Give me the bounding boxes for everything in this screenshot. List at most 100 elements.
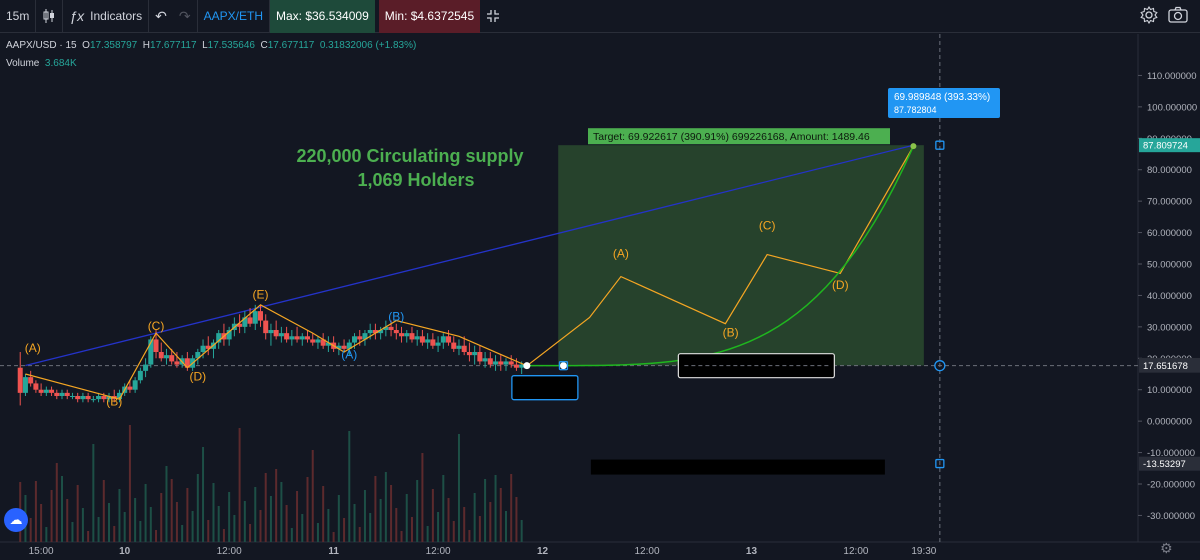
candle-body: [268, 330, 274, 334]
volume-bar: [400, 531, 403, 542]
x-tick-label: 15:00: [29, 546, 54, 557]
price-axis-panel: [1138, 34, 1200, 560]
price-axis-label-bg: [1139, 358, 1200, 373]
ohlc-legend: AAPX/USD · 15 O17.358797 H17.677117 L17.…: [6, 40, 416, 51]
wave-label: (D): [189, 369, 206, 383]
drag-handle: [559, 362, 567, 370]
candle-body: [336, 345, 342, 349]
candle-body: [513, 364, 519, 368]
fullscreen-button[interactable]: [480, 0, 506, 33]
candle-body: [451, 342, 457, 349]
volume-label: Volume: [6, 58, 40, 69]
candle-body: [17, 367, 23, 393]
price-axis-label: 17.651678: [1143, 361, 1188, 372]
undo-button[interactable]: ↶: [149, 0, 173, 33]
volume-bar: [457, 434, 460, 542]
candle-body: [446, 336, 452, 343]
candle-body: [116, 392, 122, 400]
candle-body: [80, 396, 86, 400]
candle-body: [252, 311, 258, 324]
candle-body: [508, 361, 514, 365]
candle-body: [106, 396, 112, 400]
volume-bar: [374, 476, 377, 542]
candle-body: [205, 345, 211, 349]
volume-bar: [327, 509, 330, 542]
volume-bar: [296, 491, 299, 542]
candle-body: [419, 336, 425, 343]
volume-bar: [71, 522, 74, 542]
gear-icon: [1140, 5, 1158, 25]
volume-bar: [369, 513, 372, 542]
volume-bar: [45, 527, 48, 542]
candle-body: [226, 330, 232, 340]
x-tick-label: 11: [328, 546, 339, 557]
wave-label: (C): [148, 319, 165, 333]
candle-body: [519, 364, 525, 368]
volume-bar: [504, 511, 507, 542]
candle-body: [472, 352, 478, 356]
candle-body: [466, 352, 472, 356]
volume-bar: [358, 527, 361, 542]
candle-body: [503, 361, 509, 365]
volume-bar: [55, 463, 58, 542]
y-tick-label: 30.000000: [1147, 322, 1192, 333]
wave-label: (B): [723, 325, 739, 339]
volume-bar: [238, 428, 241, 542]
redo-button[interactable]: ↷: [173, 0, 198, 33]
annotation-supply: 220,000 Circulating supply: [296, 146, 524, 166]
candle-body: [278, 333, 284, 337]
wave-label: (A): [341, 347, 357, 361]
compare-symbol-button[interactable]: AAPX/ETH: [198, 0, 270, 33]
axis-settings-button[interactable]: ⚙: [1160, 540, 1173, 557]
legend-c-label: C: [260, 40, 268, 51]
interval-button[interactable]: 15m: [0, 0, 37, 33]
volume-bar: [269, 496, 272, 542]
volume-bar: [34, 481, 37, 542]
volume-bar: [249, 524, 252, 542]
candle-body: [430, 339, 436, 346]
volume-bar: [311, 450, 314, 542]
x-tick-label: 12:00: [843, 546, 868, 557]
settings-button[interactable]: [1140, 5, 1158, 29]
camera-icon: [1168, 6, 1188, 23]
volume-bar: [264, 473, 267, 542]
volume-bar: [175, 502, 178, 542]
candle-body: [127, 386, 133, 390]
crosshair-handle: [934, 360, 946, 372]
tradingview-logo[interactable]: ☁: [4, 508, 28, 532]
gear-icon-small: ⚙: [1160, 540, 1173, 556]
volume-legend: Volume 3.684K: [6, 58, 77, 69]
volume-bar: [478, 516, 481, 542]
candle-body: [414, 336, 420, 340]
candle-body: [294, 336, 300, 340]
price-chart[interactable]: 110.000000100.00000090.00000080.00000070…: [0, 34, 1200, 560]
snapshot-button[interactable]: [1168, 6, 1188, 29]
volume-bar: [149, 507, 152, 542]
top-toolbar: 15m ƒx Indicators ↶ ↷ AAPX/ETH Max: $36.…: [0, 0, 1200, 33]
candle-body: [184, 358, 190, 368]
volume-bar: [76, 485, 79, 542]
volume-bar: [87, 531, 90, 542]
volume-bar: [113, 526, 116, 542]
volume-bar: [468, 530, 471, 542]
candle-body: [493, 361, 499, 365]
chart-type-button[interactable]: [36, 0, 64, 33]
candle-body: [461, 345, 467, 352]
candle-body: [352, 336, 358, 343]
candle-body: [263, 320, 269, 334]
indicators-button[interactable]: ƒx Indicators: [63, 0, 150, 33]
volume-bar: [196, 474, 199, 542]
candle-body: [132, 380, 138, 390]
volume-bar: [390, 485, 393, 542]
wave-label: (D): [832, 278, 849, 292]
min-price-badge: Min: $4.6372545: [378, 0, 481, 33]
candle-body: [482, 358, 488, 362]
volume-bar: [92, 444, 95, 542]
legend-h-label: H: [142, 40, 151, 51]
candle-body: [148, 339, 154, 365]
candle-body: [341, 345, 347, 349]
blank-bar: [590, 459, 885, 475]
candle-body: [200, 345, 206, 352]
volume-bar: [337, 495, 340, 542]
candle-body: [257, 311, 263, 321]
